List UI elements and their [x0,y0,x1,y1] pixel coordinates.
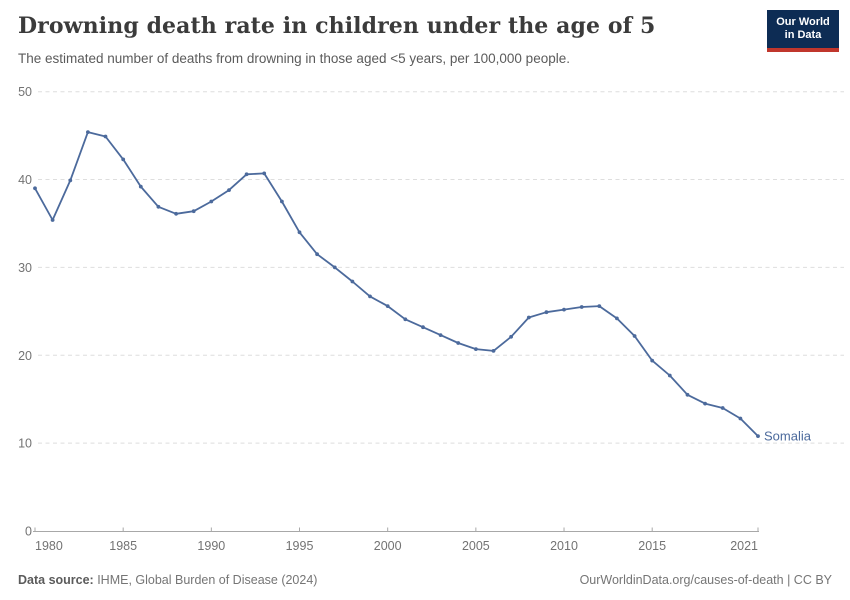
data-point[interactable] [509,334,513,339]
data-point[interactable] [615,316,619,321]
logo-text-line2: in Data [784,29,822,42]
data-point[interactable] [262,171,267,176]
x-axis-tick-label: 1995 [286,539,314,553]
data-point[interactable] [33,186,37,191]
data-point[interactable] [368,294,372,299]
data-source-label: Data source: [18,573,94,587]
data-point[interactable] [297,230,302,235]
data-point[interactable] [191,209,196,214]
chart-footer: Data source: IHME, Global Burden of Dise… [18,573,832,587]
x-axis-tick-label: 2015 [638,539,666,553]
data-point[interactable] [332,265,337,270]
data-point[interactable] [138,184,143,189]
x-axis-tick-label: 2005 [462,539,490,553]
chart-subtitle: The estimated number of deaths from drow… [18,51,570,66]
data-point[interactable] [632,334,637,338]
x-axis-tick-label: 2021 [730,539,758,553]
y-axis-tick-label: 40 [18,173,32,187]
data-point[interactable] [667,373,672,378]
data-point[interactable] [68,178,73,183]
data-point[interactable] [244,172,249,177]
data-point[interactable] [385,304,390,308]
x-axis-tick-label: 1980 [35,539,63,553]
data-source-note: Data source: IHME, Global Burden of Dise… [18,573,317,587]
page-title: Drowning death rate in children under th… [18,13,656,39]
data-point[interactable] [403,317,408,322]
data-point[interactable] [174,211,179,216]
data-point[interactable] [650,358,655,363]
x-axis-tick-label: 2010 [550,539,578,553]
data-point[interactable] [579,305,584,309]
somalia-trend-line[interactable] [34,131,759,438]
data-point[interactable] [491,349,496,353]
y-axis-tick-label: 10 [18,437,32,451]
data-point[interactable] [421,325,425,330]
data-point[interactable] [156,204,161,209]
data-point[interactable] [544,310,549,315]
data-point[interactable] [50,218,55,222]
y-axis-tick-label: 30 [18,261,32,275]
data-point[interactable] [121,157,126,162]
data-point[interactable] [474,347,478,351]
data-point[interactable] [227,188,231,193]
data-point[interactable] [280,199,284,204]
owid-citation-link[interactable]: OurWorldinData.org/causes-of-death | CC … [579,573,832,587]
x-axis-tick-label: 1985 [109,539,137,553]
logo-red-bar [767,47,839,52]
logo-text-line1: Our World [776,16,830,28]
data-point[interactable] [456,341,461,345]
series-label-somalia: Somalia [764,429,812,444]
data-point[interactable] [86,130,90,135]
data-point[interactable] [438,333,443,337]
data-point[interactable] [685,392,690,397]
y-axis-tick-label: 0 [25,525,32,539]
data-point[interactable] [703,401,707,406]
y-axis-tick-label: 20 [18,349,32,363]
data-point[interactable] [720,406,725,410]
data-source-text: IHME, Global Burden of Disease (2024) [93,573,318,587]
data-point[interactable] [103,134,108,139]
data-point[interactable] [209,199,214,204]
x-axis-tick-label: 2000 [374,539,402,553]
data-point[interactable] [738,416,743,421]
data-point[interactable] [562,307,566,312]
y-axis-tick-label: 50 [18,85,32,99]
data-point[interactable] [756,434,760,438]
data-point[interactable] [597,304,602,308]
owid-logo[interactable]: Our World in Data [767,10,839,52]
data-point[interactable] [526,315,531,320]
data-point[interactable] [315,252,319,257]
data-point[interactable] [350,279,355,284]
x-axis-tick-label: 1990 [197,539,225,553]
